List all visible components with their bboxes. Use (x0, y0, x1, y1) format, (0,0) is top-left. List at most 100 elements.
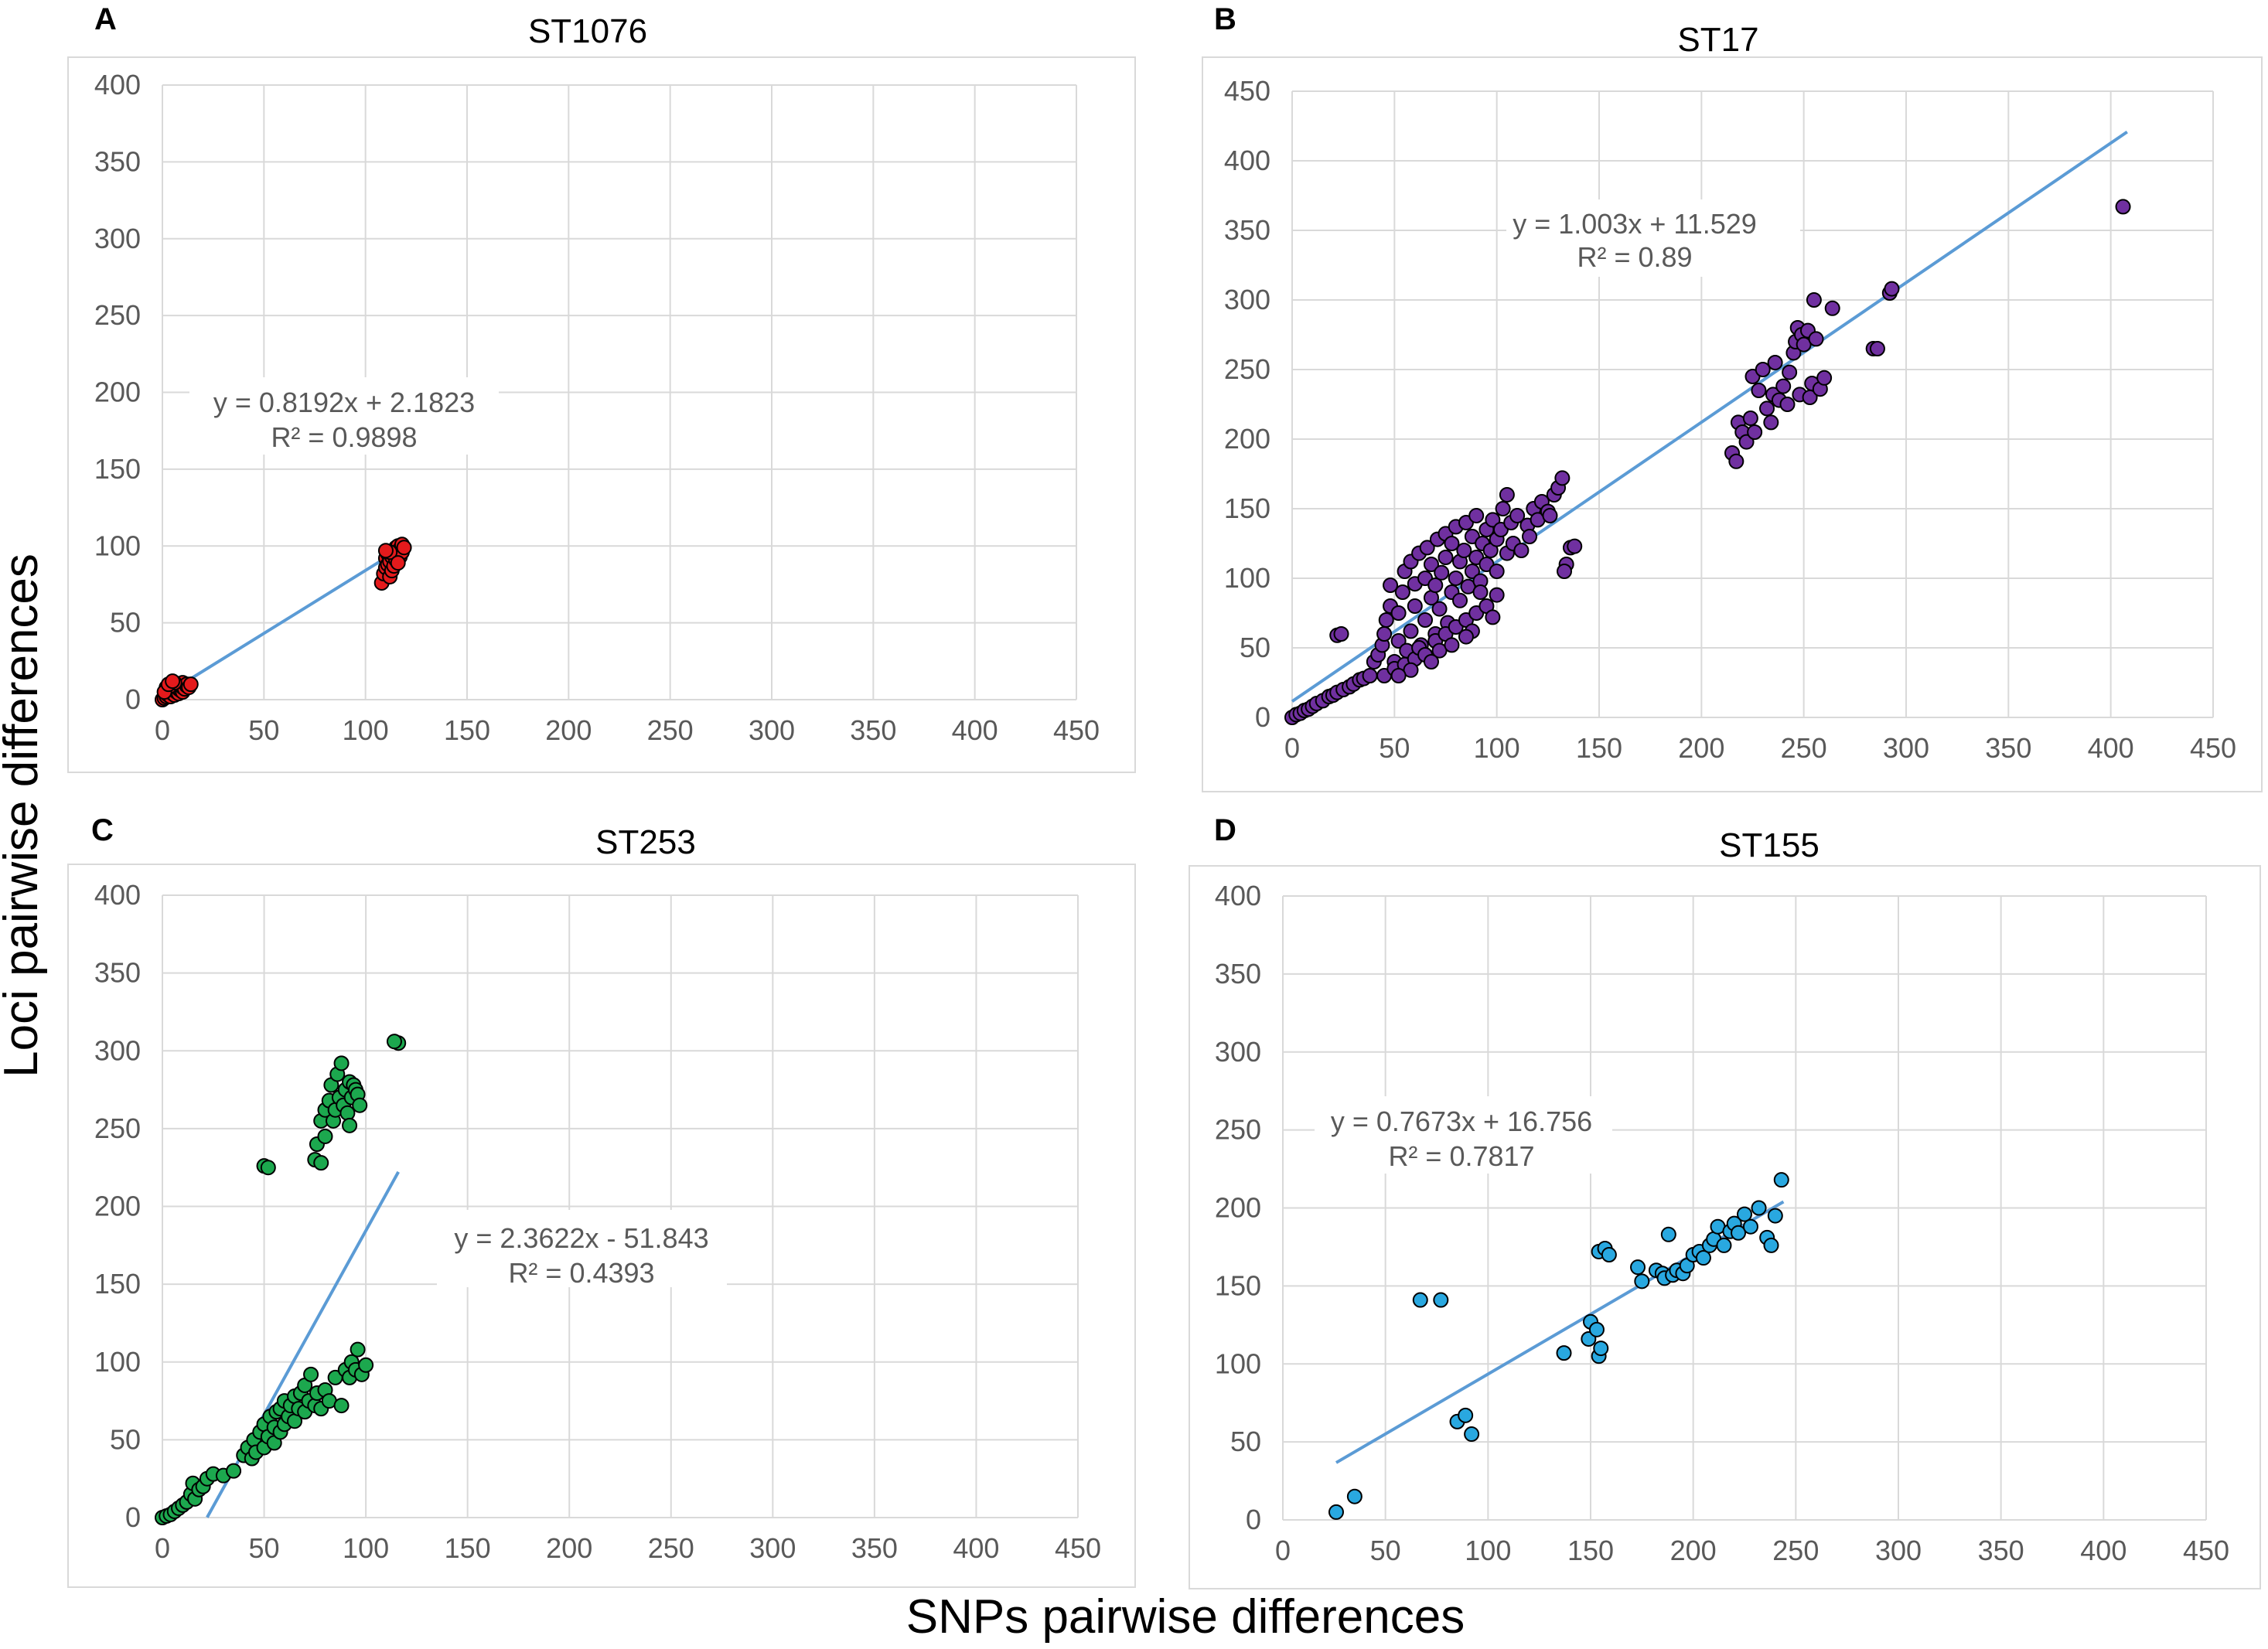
panel-b-data-point (1489, 587, 1505, 603)
panel-a-title: ST1076 (528, 12, 647, 50)
panel-d-y-tick-label: 400 (1215, 880, 1261, 911)
panel-c-equation: y = 2.3622x - 51.843 (454, 1222, 708, 1254)
panel-c-x-tick-label: 400 (953, 1532, 999, 1564)
panel-b-data-point (1485, 512, 1501, 528)
panel-d-data-point (1328, 1504, 1344, 1520)
panel-d-data-point (1601, 1247, 1617, 1263)
panel-c-y-tick-label: 200 (94, 1191, 141, 1222)
panel-a-equation: y = 0.8192x + 2.1823 (213, 387, 475, 418)
panel-c-data-point (333, 1055, 350, 1072)
panel-b-data-point (1728, 453, 1744, 469)
panel-c-x-tick-label: 150 (445, 1532, 491, 1564)
panel-b-x-tick-label: 100 (1474, 732, 1520, 764)
x-axis-title: SNPs pairwise differences (906, 1590, 1465, 1644)
panel-c-x-tick-label: 250 (648, 1532, 694, 1564)
panel-d-data-point (1346, 1488, 1363, 1504)
panel-c-title: ST253 (595, 823, 696, 861)
panel-b-data-point (1383, 577, 1399, 593)
panel-d-x-tick-label: 450 (2183, 1535, 2229, 1566)
panel-b-data-point (1775, 378, 1792, 394)
panel-b-title: ST17 (1677, 21, 1758, 59)
panel-d-x-tick-label: 350 (1978, 1535, 2024, 1566)
panel-d-data-point (1731, 1225, 1747, 1241)
panel-d-x-tick-label: 250 (1772, 1535, 1819, 1566)
panel-a-r-squared: R² = 0.9898 (271, 421, 417, 453)
panel-b-data-point (1742, 411, 1758, 426)
panel-d-y-tick-label: 200 (1215, 1192, 1261, 1224)
panel-c-x-tick-label: 350 (851, 1532, 898, 1564)
panel-a-data-point (390, 555, 406, 571)
panel-b-data-point (1448, 571, 1464, 586)
panel-c-data-point (350, 1341, 366, 1358)
panel-d-y-tick-label: 50 (1230, 1426, 1261, 1457)
panel-c-y-tick-label: 300 (94, 1034, 141, 1066)
panel-b-data-point (1434, 564, 1450, 581)
panel-a-y-tick-label: 100 (94, 530, 141, 561)
panel-b-y-tick-label: 250 (1224, 353, 1270, 385)
panel-letter-a: A (94, 2, 117, 36)
panel-b-data-point (1808, 331, 1824, 347)
panel-b-data-point (1522, 529, 1538, 544)
panel-c-y-tick-label: 350 (94, 957, 141, 989)
panel-b-x-tick-label: 300 (1883, 732, 1929, 764)
panel-d-data-point (1464, 1426, 1480, 1443)
panel-b-data-point (1767, 355, 1783, 370)
panel-b-data-point (1468, 508, 1485, 523)
panel-d-x-tick-label: 150 (1567, 1535, 1614, 1566)
panel-a-x-tick-label: 400 (952, 714, 998, 746)
panel-d-x-tick-label: 0 (1275, 1535, 1291, 1566)
panel-a-data-point (396, 540, 412, 556)
panel-b-x-tick-label: 0 (1284, 732, 1300, 764)
panel-b-data-point (1513, 543, 1530, 558)
panel-b-data-point (1738, 434, 1755, 450)
panel-b-y-tick-label: 400 (1224, 145, 1270, 176)
panel-b-data-point (1390, 668, 1407, 683)
panel-d-data-point (1630, 1259, 1646, 1276)
panel-c-data-point (317, 1128, 333, 1144)
panel-c-data-point (339, 1105, 356, 1121)
panel-d-data-point (1695, 1250, 1711, 1266)
panel-b: B ST17 0 50 100 150 200 250 300 350 400 450 0 50 100… (1202, 2, 2263, 792)
panel-b-data-point (1495, 501, 1511, 516)
panel-b-data-point (1759, 400, 1775, 417)
panel-b-equation: y = 1.003x + 11.529 (1513, 208, 1757, 240)
panel-b-data-point (1557, 564, 1573, 579)
panel-c-data-point (226, 1463, 242, 1479)
panel-a-data-point (165, 673, 181, 690)
panel-d-data-point (1773, 1172, 1789, 1188)
panel-a: A ST1076 0 50 100 150 200 250 300 350 400 450 0 50 1… (67, 2, 1136, 773)
panel-b-data-point (1362, 668, 1378, 683)
panel-b-data-point (1824, 300, 1840, 316)
panel-d-equation: y = 0.7673x + 16.756 (1331, 1106, 1592, 1137)
panel-c-data-point (260, 1160, 276, 1176)
panel-b-data-point (1489, 564, 1505, 579)
panel-c-data-point (342, 1117, 358, 1133)
panel-b-data-point (1419, 540, 1435, 556)
panel-d-data-point (1412, 1292, 1428, 1308)
panel-a-x-tick-label: 300 (749, 714, 795, 746)
panel-b-data-point (1751, 383, 1767, 398)
panel-a-x-tick-label: 350 (850, 714, 896, 746)
panel-b-data-point (1806, 292, 1822, 308)
panel-b-data-point (1485, 609, 1501, 625)
panel-b-y-tick-label: 0 (1255, 701, 1270, 733)
panel-a-x-tick-label: 450 (1053, 714, 1100, 746)
panel-d-x-tick-label: 300 (1875, 1535, 1922, 1566)
panel-d-data-point (1660, 1226, 1676, 1242)
panel-c-equation-label: y = 2.3622x - 51.843 R² = 0.4393 (437, 1210, 727, 1289)
panel-d-x-tick-label: 100 (1465, 1535, 1511, 1566)
panel-b-data-point (1427, 577, 1444, 593)
panel-d-x-tick-label: 200 (1670, 1535, 1717, 1566)
panel-d-data-point (1556, 1345, 1572, 1361)
panel-a-x-tick-label: 0 (155, 714, 170, 746)
panel-b-data-point (1567, 538, 1583, 554)
panel-c-r-squared: R² = 0.4393 (508, 1257, 654, 1289)
panel-c-x-tick-label: 100 (343, 1532, 389, 1564)
panel-b-data-point (1542, 508, 1558, 523)
panel-d-data-point (1588, 1321, 1605, 1337)
panel-c-data-point (303, 1366, 319, 1382)
panel-b-data-point (1816, 370, 1833, 386)
panel-d-data-point (1433, 1292, 1449, 1308)
panel-b-data-point (2115, 199, 2131, 215)
